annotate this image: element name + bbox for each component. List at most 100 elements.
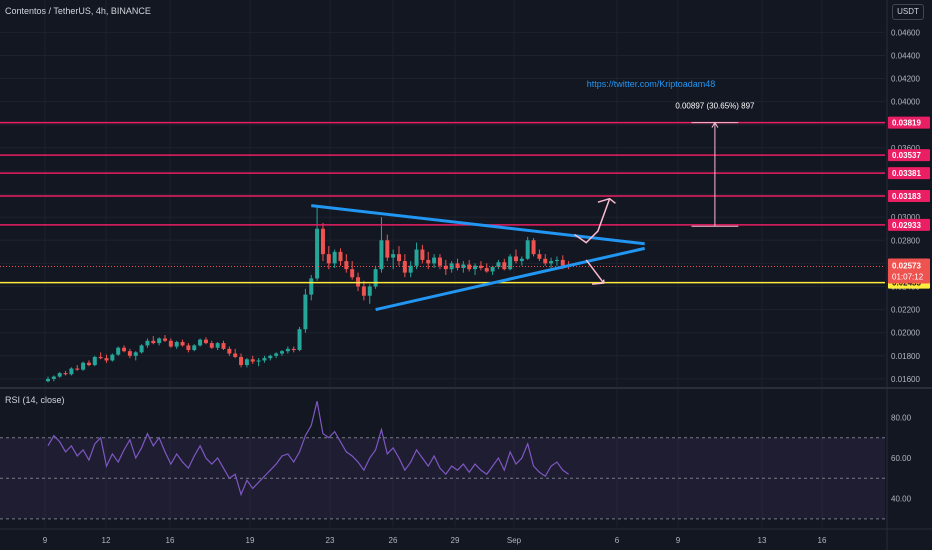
- price-tick-label: 0.04000: [891, 98, 920, 107]
- candle-body: [186, 345, 191, 351]
- candle-body: [285, 348, 290, 352]
- time-tick-label: Sep: [507, 536, 522, 545]
- time-tick-label: 19: [246, 536, 255, 545]
- candle-body: [280, 351, 284, 354]
- measure-arrow-head: [711, 121, 719, 128]
- candle-body: [402, 261, 407, 273]
- candle-body: [543, 258, 548, 264]
- rsi-band-fill: [0, 437, 885, 519]
- rsi-title: RSI (14, close): [5, 395, 65, 405]
- candle-body: [291, 348, 296, 351]
- candle-body: [139, 345, 144, 353]
- candle-body: [490, 266, 495, 272]
- time-tick-label: 6: [615, 536, 620, 545]
- measure-label: 0.00897 (30.65%) 897: [675, 102, 755, 111]
- rsi-line: [47, 401, 569, 497]
- candle-body: [98, 356, 103, 359]
- candle-body: [244, 359, 249, 366]
- candle-body: [268, 355, 273, 359]
- breakout-arrow-head: [597, 197, 616, 204]
- price-tick-label: 0.04400: [891, 51, 920, 60]
- price-tick-label: 0.01800: [891, 352, 920, 361]
- candle-body: [379, 240, 384, 270]
- candle-body: [157, 338, 162, 344]
- candle-body: [303, 294, 308, 330]
- price-tick-label: 0.02800: [891, 236, 920, 245]
- candle-body: [110, 354, 115, 361]
- candle-body: [508, 256, 513, 270]
- candle-body: [163, 338, 167, 341]
- time-tick-label: 26: [389, 536, 398, 545]
- candle-body: [496, 262, 501, 267]
- candle-body: [75, 368, 80, 370]
- candle-body: [373, 269, 378, 287]
- candle-body: [519, 258, 524, 262]
- candle-body: [414, 249, 419, 266]
- time-tick-label: 13: [758, 536, 767, 545]
- candle-body: [391, 254, 396, 258]
- candle-body: [560, 259, 565, 266]
- resistance-price-tag: [888, 190, 930, 203]
- candle-body: [180, 341, 185, 346]
- resistance-price-label: 0.03819: [892, 119, 921, 128]
- candle-body: [46, 378, 50, 382]
- time-tick-label: 29: [451, 536, 460, 545]
- resistance-price-label: 0.03537: [892, 151, 921, 160]
- candle-body: [443, 265, 448, 270]
- breakdown-arrow: [585, 259, 605, 284]
- candle-body: [315, 228, 320, 279]
- last-price-tag: [888, 258, 930, 284]
- resistance-price-tag: [888, 149, 930, 162]
- candle-body: [151, 340, 156, 344]
- candle-body: [69, 368, 74, 375]
- candle-body: [525, 240, 530, 259]
- breakdown-arrow-head: [591, 279, 605, 285]
- twitter-link: https://twitter.com/Kriptoadam48: [587, 79, 716, 89]
- candle-body: [461, 264, 466, 269]
- rsi-tick-label: 40.00: [891, 495, 912, 504]
- candle-body: [239, 356, 244, 366]
- candle-body: [209, 343, 214, 348]
- price-tick-label: 0.03000: [891, 213, 920, 222]
- candle-body: [92, 356, 97, 366]
- candle-body: [168, 340, 173, 347]
- resistance-price-label: 0.03381: [892, 169, 921, 178]
- candle-body: [455, 263, 460, 269]
- candle-body: [309, 278, 314, 295]
- candle-body: [274, 353, 279, 356]
- time-tick-label: 9: [676, 536, 681, 545]
- candle-body: [344, 261, 349, 270]
- candle-body: [215, 343, 220, 348]
- candle-body: [227, 348, 232, 354]
- candle-body: [554, 259, 559, 262]
- candle-body: [484, 268, 489, 272]
- candle-body: [297, 329, 302, 351]
- price-tick-label: 0.03600: [891, 144, 920, 153]
- candle-body: [145, 340, 150, 346]
- candle-body: [437, 257, 442, 266]
- candle-body: [221, 343, 226, 349]
- symbol-title: Contentos / TetherUS, 4h, BINANCE: [5, 6, 151, 16]
- candle-body: [256, 360, 261, 362]
- time-tick-label: 9: [43, 536, 48, 545]
- candle-body: [502, 262, 507, 270]
- candle-body: [473, 265, 478, 270]
- candle-body: [320, 228, 325, 255]
- resistance-price-tag: [888, 218, 930, 231]
- candle-body: [408, 265, 413, 273]
- resistance-price-label: 0.03183: [892, 192, 921, 201]
- currency-button[interactable]: USDT: [892, 4, 924, 20]
- price-tick-label: 0.04200: [891, 75, 920, 84]
- lower-trendline: [375, 246, 646, 312]
- resistance-price-tag: [888, 167, 930, 180]
- candle-body: [63, 373, 68, 375]
- candle-body: [350, 269, 355, 278]
- candle-body: [250, 359, 255, 362]
- time-tick-label: 16: [818, 536, 827, 545]
- candle-body: [192, 345, 197, 351]
- candle-body: [432, 257, 437, 264]
- candle-body: [531, 240, 536, 255]
- candle-body: [262, 358, 267, 361]
- candle-body: [203, 339, 208, 344]
